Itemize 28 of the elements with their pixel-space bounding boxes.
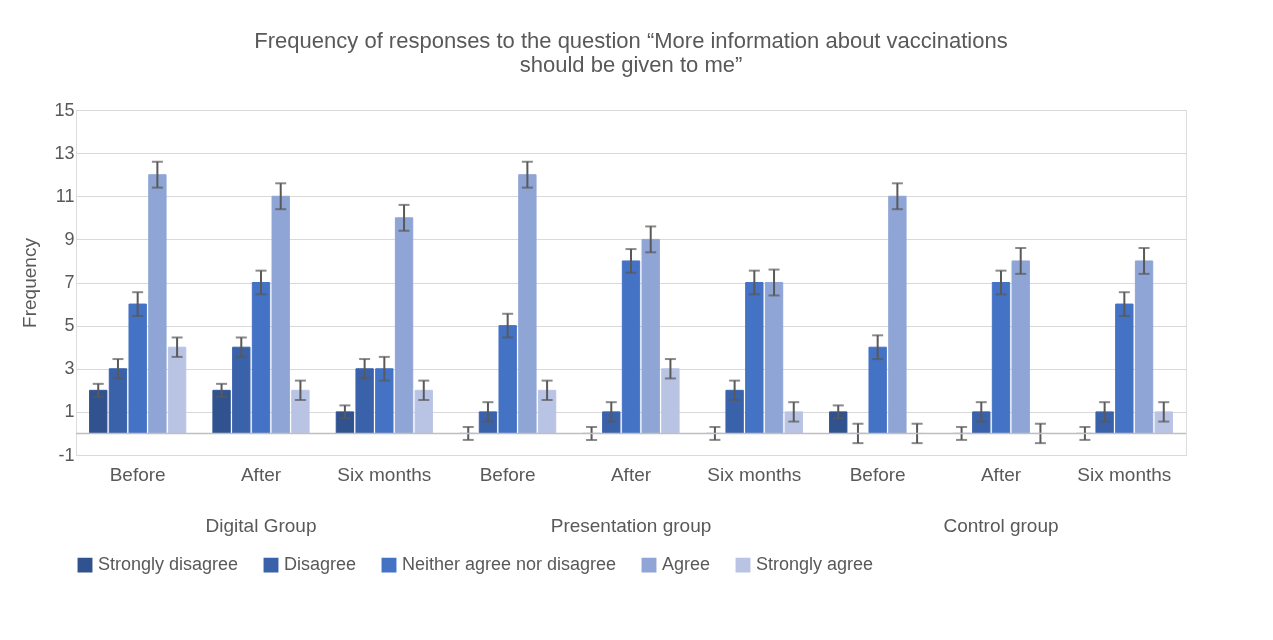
legend-label: Disagree — [284, 554, 357, 575]
x-tick-label: Before — [849, 463, 906, 485]
y-tick-label: 11 — [55, 185, 75, 206]
y-tick-label: 1 — [64, 401, 75, 422]
y-tick-label: -1 — [58, 444, 75, 465]
y-tick-label: 5 — [64, 315, 75, 336]
text: Control group — [943, 515, 1059, 536]
x-tick-label: Six months — [1077, 463, 1172, 485]
text: Presentation group — [550, 515, 712, 536]
legend-label: Agree — [662, 554, 711, 575]
x-tick-label: Before — [479, 463, 536, 485]
y-tick-label: 7 — [64, 272, 75, 292]
legend-label: Strongly disagree — [98, 554, 239, 575]
y-tick-label: 3 — [64, 358, 75, 379]
x-tick-label: After — [980, 463, 1022, 485]
legend-label: Strongly agree — [756, 554, 874, 575]
y-tick-label: 13 — [54, 142, 75, 163]
x-tick-label: Before — [109, 463, 166, 485]
y-axis-title: Frequency — [19, 237, 41, 328]
text: Digital Group — [205, 515, 317, 536]
chart-title: Frequency of responses to the question “More information about vaccinations should be given to me” — [254, 28, 1008, 77]
y-tick-label: 15 — [54, 99, 75, 120]
y-tick-label: 9 — [64, 228, 75, 249]
legend-label: Neither agree nor disagree — [402, 554, 617, 575]
x-tick-label: Six months — [337, 463, 432, 485]
x-tick-label: Six months — [707, 463, 802, 485]
x-tick-label: After — [240, 463, 282, 485]
x-tick-label: After — [610, 463, 652, 485]
